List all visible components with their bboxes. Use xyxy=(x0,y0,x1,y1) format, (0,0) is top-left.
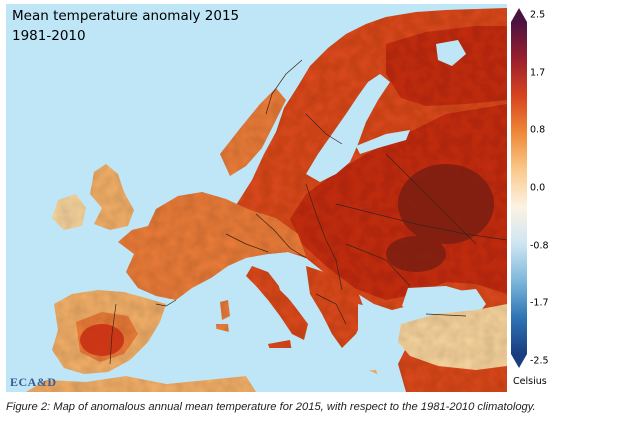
white-sea xyxy=(436,40,466,66)
black-sea xyxy=(402,286,478,314)
country-borders xyxy=(109,59,507,365)
colorbar-tick-label: -0.8 xyxy=(530,240,549,252)
colorbar-tick-label: -2.5 xyxy=(530,355,549,367)
land-britain xyxy=(90,164,134,230)
eca-d-logo: ECA&D xyxy=(10,375,57,389)
colorbar-tick-label: -1.7 xyxy=(530,297,549,309)
mediterranean-sea xyxy=(156,324,386,392)
land-turkey xyxy=(398,304,507,370)
land-africa xyxy=(26,376,256,392)
colorbar-tick-label: 0.8 xyxy=(530,124,546,136)
colorbar-unit: Celsius xyxy=(513,376,547,387)
anomaly-map: Mean temperature anomaly 2015 1981-2010 … xyxy=(6,4,507,392)
hotspot-ukraine xyxy=(386,236,446,272)
map-title: Mean temperature anomaly 2015 xyxy=(12,8,240,24)
colorbar-bottom-arrow xyxy=(511,354,527,368)
adriatic-sea xyxy=(276,276,312,318)
baltic-sea xyxy=(306,74,390,182)
hotspot-spain xyxy=(80,324,124,356)
land-norway-coast xyxy=(220,88,286,176)
land-ireland xyxy=(52,194,86,230)
land-corsica xyxy=(220,300,230,320)
land-north xyxy=(386,26,507,106)
colorbar-tick-label: 0.0 xyxy=(530,182,546,194)
hotspot-russia xyxy=(398,164,494,244)
sea-areas xyxy=(156,40,478,392)
colorbar-tick-label: 2.5 xyxy=(530,9,546,21)
land-italy xyxy=(246,266,308,340)
colorbar: 2.5 1.7 0.8 0.0 -0.8 -1.7 -2.5 Celsius xyxy=(509,8,625,392)
gulf-of-finland xyxy=(356,130,410,154)
colorbar-gradient xyxy=(511,8,527,368)
anomaly-hotspots xyxy=(80,164,494,356)
colorbar-top-arrow xyxy=(511,8,527,22)
land-west xyxy=(118,192,306,300)
colorbar-tick-label: 1.7 xyxy=(530,67,546,79)
land-balkans xyxy=(306,266,366,348)
figure-caption: Figure 2: Map of anomalous annual mean t… xyxy=(6,401,536,413)
map-subtitle: 1981-2010 xyxy=(12,28,86,44)
aegean-sea xyxy=(358,304,390,354)
map-graphic xyxy=(26,8,507,392)
colorbar-body xyxy=(511,22,527,354)
